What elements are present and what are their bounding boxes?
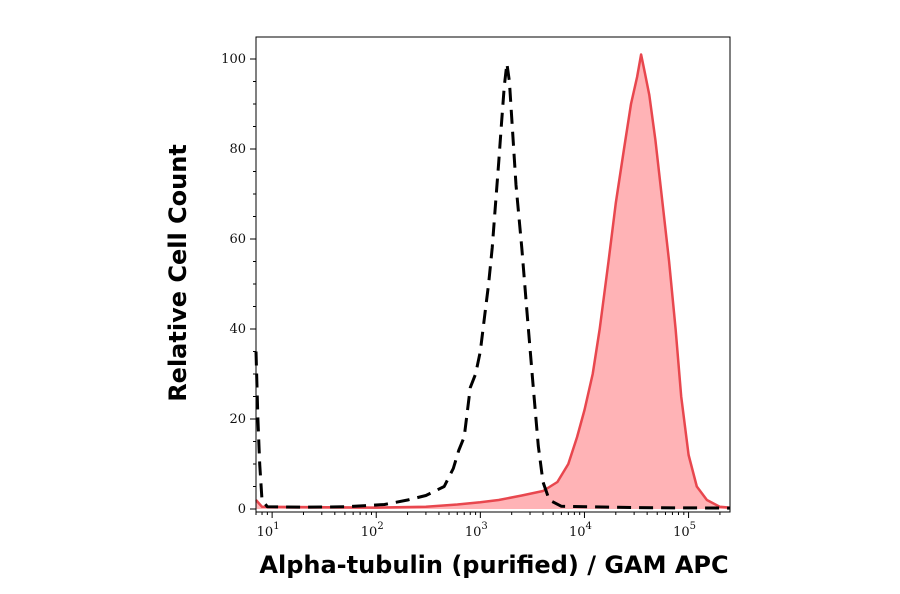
x-tick-label: 103 — [465, 521, 488, 540]
x-tick-label: 104 — [569, 521, 592, 540]
y-tick-label: 20 — [229, 412, 246, 427]
y-tick-label: 100 — [221, 52, 246, 67]
x-tick-label: 105 — [673, 521, 696, 540]
y-tick-label: 0 — [238, 502, 246, 517]
histogram-dashed-line — [254, 62, 731, 510]
x-axis-title: Alpha-tubulin (purified) / GAM APC — [259, 551, 728, 579]
x-tick-label: 101 — [257, 521, 280, 540]
y-tick-label: 40 — [229, 322, 246, 337]
x-tick-label: 102 — [361, 521, 384, 540]
axes: 0 20 40 60 80 100 101 102 103 104 105 — [221, 36, 731, 540]
plot-frame — [255, 36, 731, 513]
y-axis-title: Relative Cell Count — [164, 144, 192, 402]
y-tick-label: 60 — [229, 232, 246, 247]
histogram-area-fill — [256, 54, 730, 509]
y-tick-label: 80 — [229, 142, 246, 157]
histogram-area-outline — [255, 53, 731, 509]
plot-area — [254, 53, 731, 510]
